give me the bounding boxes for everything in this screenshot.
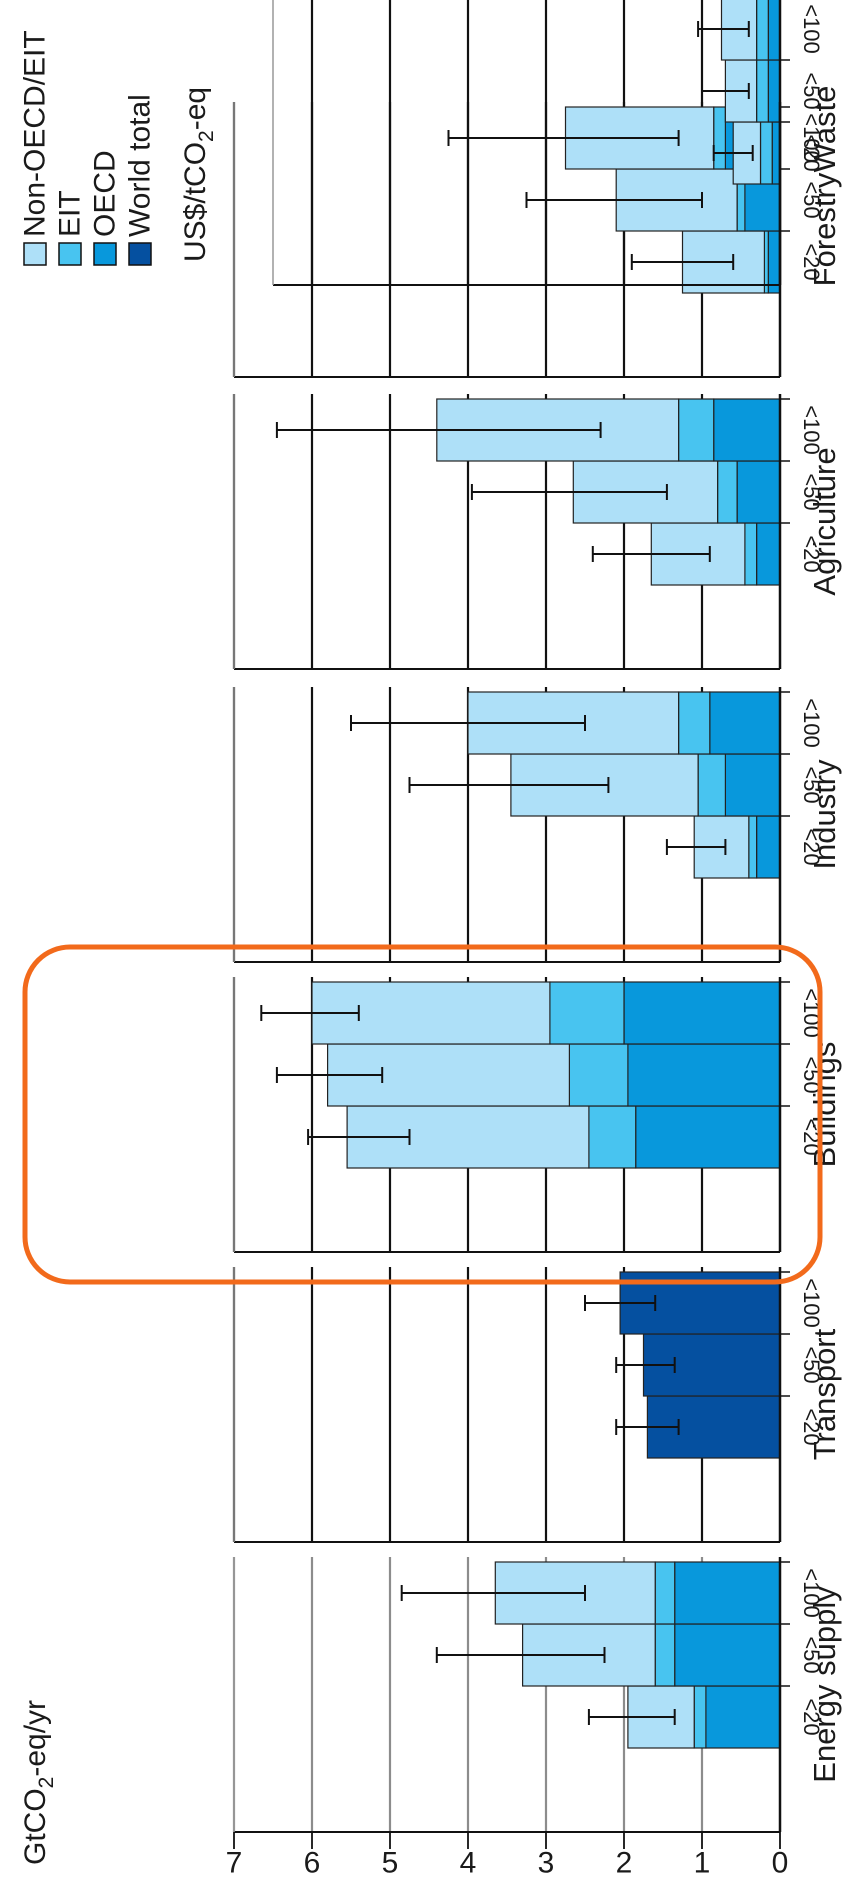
bar-buildings-lt100-oecd bbox=[623, 981, 781, 1045]
bar-buildings-lt20-oecd bbox=[635, 1105, 781, 1169]
y-tick-label-3: 3 bbox=[538, 1847, 555, 1877]
price-label-waste-lt20: <20 bbox=[799, 134, 824, 171]
panel-frames bbox=[233, 0, 782, 1833]
bar-energy-supply-lt100-eit bbox=[654, 1561, 676, 1625]
price-label-agriculture-lt100: <100 bbox=[799, 405, 824, 455]
price-label-waste-lt100: <100 bbox=[799, 4, 824, 54]
price-label-energy-supply-lt50: <50 bbox=[799, 1636, 824, 1673]
bar-agriculture-lt100-eit bbox=[677, 398, 715, 462]
legend-swatch-world-total bbox=[128, 242, 152, 266]
bar-agriculture-lt100-oecd bbox=[713, 398, 781, 462]
y-tick-label-1: 1 bbox=[694, 1847, 711, 1877]
legend-swatch-oecd bbox=[93, 242, 117, 266]
bar-energy-supply-lt20-eit bbox=[693, 1685, 707, 1749]
price-label-transport-lt100: <100 bbox=[799, 1278, 824, 1328]
legend-swatch-non-oecd-eit bbox=[23, 242, 47, 266]
price-label-agriculture-lt20: <20 bbox=[799, 535, 824, 572]
price-label-energy-supply-lt20: <20 bbox=[799, 1698, 824, 1735]
legend-label-eit: EIT bbox=[54, 190, 87, 237]
bar-energy-supply-lt20-oecd bbox=[705, 1685, 781, 1749]
bar-waste-lt100-eit bbox=[755, 0, 769, 61]
y-tick-label-4: 4 bbox=[460, 1847, 477, 1877]
gridlines bbox=[232, 0, 704, 1832]
legend-label-world-total: World total bbox=[124, 94, 157, 237]
bar-forestry-lt20-oecd bbox=[767, 230, 781, 294]
bar-industry-lt100-eit bbox=[677, 691, 711, 755]
bar-waste-lt50-eit bbox=[755, 59, 769, 123]
bar-industry-lt50-eit bbox=[697, 753, 726, 817]
bar-buildings-lt20-eit bbox=[588, 1105, 637, 1169]
y-tick-label-6: 6 bbox=[304, 1847, 321, 1877]
bar-industry-lt20-oecd bbox=[755, 815, 781, 879]
bar-agriculture-lt50-eit bbox=[716, 460, 738, 524]
price-label-forestry-lt50: <50 bbox=[799, 181, 824, 218]
sector-label-agriculture: Agriculture bbox=[807, 447, 842, 595]
bar-buildings-lt50-oecd bbox=[627, 1043, 781, 1107]
price-label-forestry-lt20: <20 bbox=[799, 243, 824, 280]
y-tick-label-7: 7 bbox=[226, 1847, 243, 1877]
price-label-forestry-lt100: <100 bbox=[799, 113, 824, 163]
sector-label-buildings: Buildings bbox=[807, 1042, 842, 1168]
price-units-suffix: -eq bbox=[179, 87, 212, 130]
bar-industry-lt100-oecd bbox=[709, 691, 781, 755]
y-axis-label-suffix: -eq/yr bbox=[19, 1700, 52, 1777]
price-label-industry-lt100: <100 bbox=[799, 698, 824, 748]
bar-waste-lt100-oecd bbox=[767, 0, 781, 61]
bar-waste-lt20-eit bbox=[759, 121, 773, 185]
y-axis-label: GtCO2-eq/yr bbox=[19, 1700, 58, 1865]
sector-label-waste: Waste bbox=[807, 86, 842, 173]
bar-energy-supply-lt50-eit bbox=[654, 1623, 676, 1687]
y-axis-label-subscript: 2 bbox=[35, 1777, 58, 1789]
legend-swatch-eit bbox=[58, 242, 82, 266]
legend: Non-OECD/EIT EIT OECD World total bbox=[19, 30, 157, 266]
sector-label-industry: Industry bbox=[807, 759, 842, 870]
price-label-transport-lt20: <20 bbox=[799, 1408, 824, 1445]
bar-buildings-lt50-eit bbox=[568, 1043, 629, 1107]
legend-label-oecd: OECD bbox=[89, 150, 122, 237]
legend-label-non-oecd-eit: Non-OECD/EIT bbox=[19, 30, 52, 237]
price-label-agriculture-lt50: <50 bbox=[799, 473, 824, 510]
sector-label-energy-supply: Energy supply bbox=[807, 1586, 842, 1783]
y-tick-label-0: 0 bbox=[772, 1847, 789, 1877]
y-axis: 0 1 2 3 4 5 6 7 bbox=[226, 1832, 789, 1877]
y-tick-label-5: 5 bbox=[382, 1847, 399, 1877]
price-units-subscript: 2 bbox=[195, 130, 218, 142]
bar-industry-lt50-oecd bbox=[724, 753, 781, 817]
sector-label-forestry: Forestry bbox=[807, 172, 842, 286]
buildings-highlight-box bbox=[22, 944, 823, 1285]
bar-energy-supply-lt100-oecd bbox=[674, 1561, 781, 1625]
bar-waste-lt50-oecd bbox=[767, 59, 781, 123]
price-units-label: US$/tCO2-eq bbox=[179, 87, 218, 262]
bar-agriculture-lt20-oecd bbox=[755, 522, 781, 586]
price-label-energy-supply-lt100: <100 bbox=[799, 1568, 824, 1618]
y-axis-label-text: GtCO bbox=[19, 1788, 52, 1865]
sector-label-transport: Transport bbox=[807, 1328, 842, 1460]
error-bars bbox=[260, 21, 754, 1725]
bar-energy-supply-lt50-oecd bbox=[674, 1623, 781, 1687]
price-label-transport-lt50: <50 bbox=[799, 1346, 824, 1383]
price-label-industry-lt50: <50 bbox=[799, 766, 824, 803]
y-tick-label-2: 2 bbox=[616, 1847, 633, 1877]
bar-buildings-lt100-eit bbox=[549, 981, 625, 1045]
bar-forestry-lt100-eit bbox=[713, 106, 727, 170]
bar-agriculture-lt20-eit bbox=[744, 522, 758, 586]
bars bbox=[311, 0, 781, 1749]
bar-agriculture-lt50-oecd bbox=[736, 460, 781, 524]
bar-industry-lt20-eit bbox=[748, 815, 758, 879]
price-label-industry-lt20: <20 bbox=[799, 828, 824, 865]
price-label-waste-lt50: <50 bbox=[799, 72, 824, 109]
price-units-text: US$/tCO bbox=[179, 142, 212, 262]
